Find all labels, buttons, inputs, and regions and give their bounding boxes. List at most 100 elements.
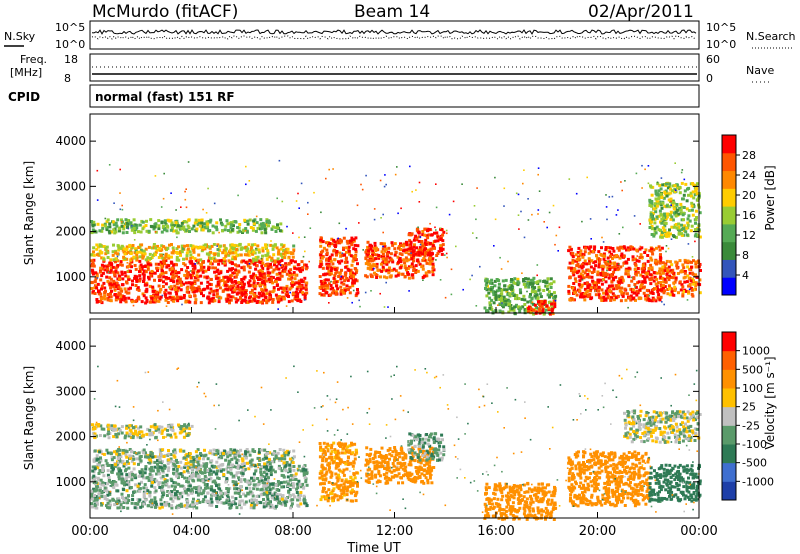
scatter-cell: [497, 282, 501, 286]
scatter-cell: [690, 292, 694, 296]
scatter-cell: [135, 287, 139, 291]
scatter-cell: [241, 299, 245, 303]
scatter-cell: [137, 246, 141, 249]
scatter-cell: [151, 287, 155, 291]
scatter-cell: [271, 276, 275, 280]
scatter-cell: [190, 260, 194, 264]
scatter-cell: [188, 273, 192, 277]
scatter-cell: [163, 466, 167, 470]
scatter-cell: [251, 252, 255, 256]
scatter-cell: [568, 178, 571, 180]
scatter-cell: [340, 254, 344, 257]
scatter-cell: [177, 271, 181, 275]
scatter-cell: [426, 253, 430, 257]
scatter-cell: [254, 294, 258, 298]
scatter-cell: [624, 260, 628, 264]
scatter-cell: [577, 265, 581, 269]
scatter-cell: [619, 279, 623, 282]
scatter-cell: [128, 269, 132, 273]
scatter-cell: [114, 290, 117, 292]
scatter-cell: [415, 236, 418, 240]
scatter-cell: [632, 247, 636, 251]
scatter-cell: [249, 492, 253, 496]
scatter-cell: [303, 295, 307, 299]
scatter-cell: [640, 246, 644, 250]
scatter-cell: [606, 287, 610, 291]
scatter-cell: [184, 269, 188, 273]
scatter-cell: [215, 295, 219, 298]
scatter-cell: [232, 284, 236, 288]
scatter-cell: [605, 263, 609, 267]
scatter-cell: [619, 254, 623, 258]
scatter-cell: [580, 266, 584, 270]
scatter-cell: [517, 297, 521, 300]
scatter-cell: [188, 230, 191, 233]
scatter-cell: [592, 248, 596, 252]
scatter-cell: [421, 230, 425, 233]
scatter-cell: [110, 289, 113, 293]
scatter-cell: [682, 290, 686, 293]
scatter-cell: [151, 300, 155, 304]
scatter-cell: [354, 267, 358, 271]
scatter-cell: [142, 280, 145, 283]
scatter-cell: [571, 255, 575, 258]
scatter-cell: [200, 221, 204, 225]
scatter-cell: [136, 498, 140, 502]
scatter-cell: [203, 225, 207, 229]
scatter-cell: [596, 270, 600, 274]
scatter-cell: [91, 290, 95, 294]
scatter-cell: [344, 273, 348, 277]
scatter-cell: [165, 265, 169, 269]
scatter-cell: [277, 277, 281, 281]
scatter-cell: [215, 228, 219, 232]
scatter-cell: [224, 480, 228, 484]
scatter-cell: [192, 268, 196, 272]
scatter-cell: [227, 487, 230, 491]
scatter-cell: [199, 245, 202, 249]
scatter-cell: [169, 279, 173, 282]
scatter-cell: [167, 254, 171, 258]
scatter-cell: [205, 224, 209, 228]
scatter-cell: [226, 470, 230, 474]
scatter-cell: [266, 483, 269, 487]
scatter-cell: [180, 250, 184, 254]
scatter-cell: [685, 289, 688, 293]
scatter-cell: [257, 278, 260, 281]
scatter-cell: [170, 490, 173, 494]
scatter-cell: [303, 276, 307, 280]
scatter-cell: [303, 263, 306, 267]
scatter-cell: [298, 498, 302, 502]
scatter-cell: [578, 279, 582, 283]
scatter-cell: [527, 285, 531, 289]
scatter-cell: [188, 300, 192, 304]
scatter-cell: [264, 243, 267, 247]
scatter-cell: [157, 256, 161, 259]
scatter-cell: [211, 257, 215, 261]
scatter-cell: [188, 504, 192, 508]
scatter-cell: [128, 472, 132, 476]
scatter-cell: [579, 249, 583, 253]
scatter-cell: [444, 254, 446, 256]
scatter-cell: [382, 231, 384, 234]
scatter-cell: [161, 294, 164, 297]
scatter-cell: [248, 262, 251, 265]
scatter-cell: [142, 249, 146, 253]
colorbar-swatch: [722, 170, 736, 189]
scatter-cell: [216, 243, 220, 247]
scatter-cell: [215, 221, 219, 225]
scatter-cell: [218, 286, 222, 290]
scatter-cell: [98, 243, 102, 247]
scatter-cell: [450, 293, 453, 296]
scatter-cell: [109, 295, 113, 299]
scatter-cell: [229, 467, 233, 471]
scatter-cell: [650, 220, 653, 224]
scatter-cell: [626, 272, 630, 276]
scatter-cell: [186, 499, 190, 503]
scatter-cell: [661, 276, 665, 280]
scatter-cell: [319, 244, 323, 248]
scatter-cell: [307, 201, 309, 204]
scatter-cell: [150, 465, 154, 469]
scatter-cell: [106, 501, 110, 505]
scatter-cell: [211, 296, 215, 300]
